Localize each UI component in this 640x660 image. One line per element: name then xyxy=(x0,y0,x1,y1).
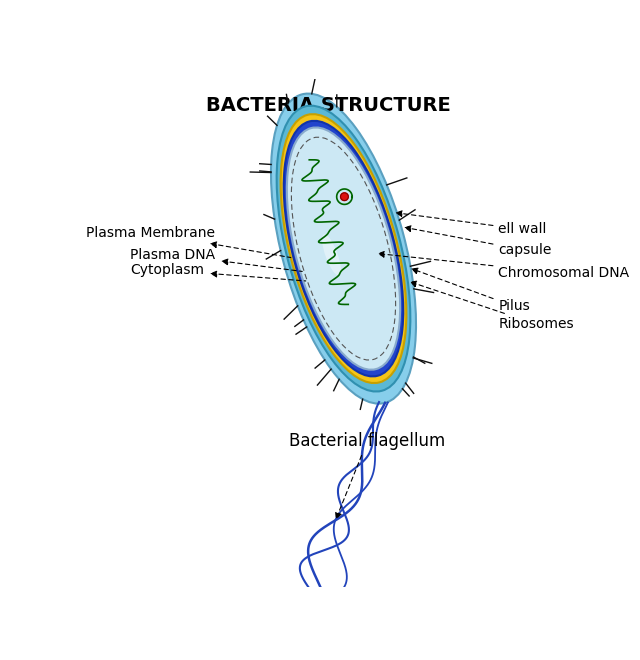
Ellipse shape xyxy=(322,234,341,275)
Text: Ribosomes: Ribosomes xyxy=(411,281,574,331)
Ellipse shape xyxy=(271,94,416,404)
Ellipse shape xyxy=(287,127,400,370)
Ellipse shape xyxy=(276,106,410,391)
Ellipse shape xyxy=(280,114,406,383)
Circle shape xyxy=(340,193,348,201)
Ellipse shape xyxy=(284,121,403,376)
Text: Plasma Membrane: Plasma Membrane xyxy=(86,226,291,257)
Text: capsule: capsule xyxy=(405,226,552,257)
Text: Chromosomal DNA: Chromosomal DNA xyxy=(379,251,630,280)
Text: Plasma DNA: Plasma DNA xyxy=(131,248,302,271)
Text: ell wall: ell wall xyxy=(396,211,547,236)
Text: Cytoplasm: Cytoplasm xyxy=(131,263,306,281)
Text: BACTERIA STRUCTURE: BACTERIA STRUCTURE xyxy=(205,96,451,115)
Text: Pilus: Pilus xyxy=(412,268,531,314)
Text: Bacterial flagellum: Bacterial flagellum xyxy=(289,432,445,519)
